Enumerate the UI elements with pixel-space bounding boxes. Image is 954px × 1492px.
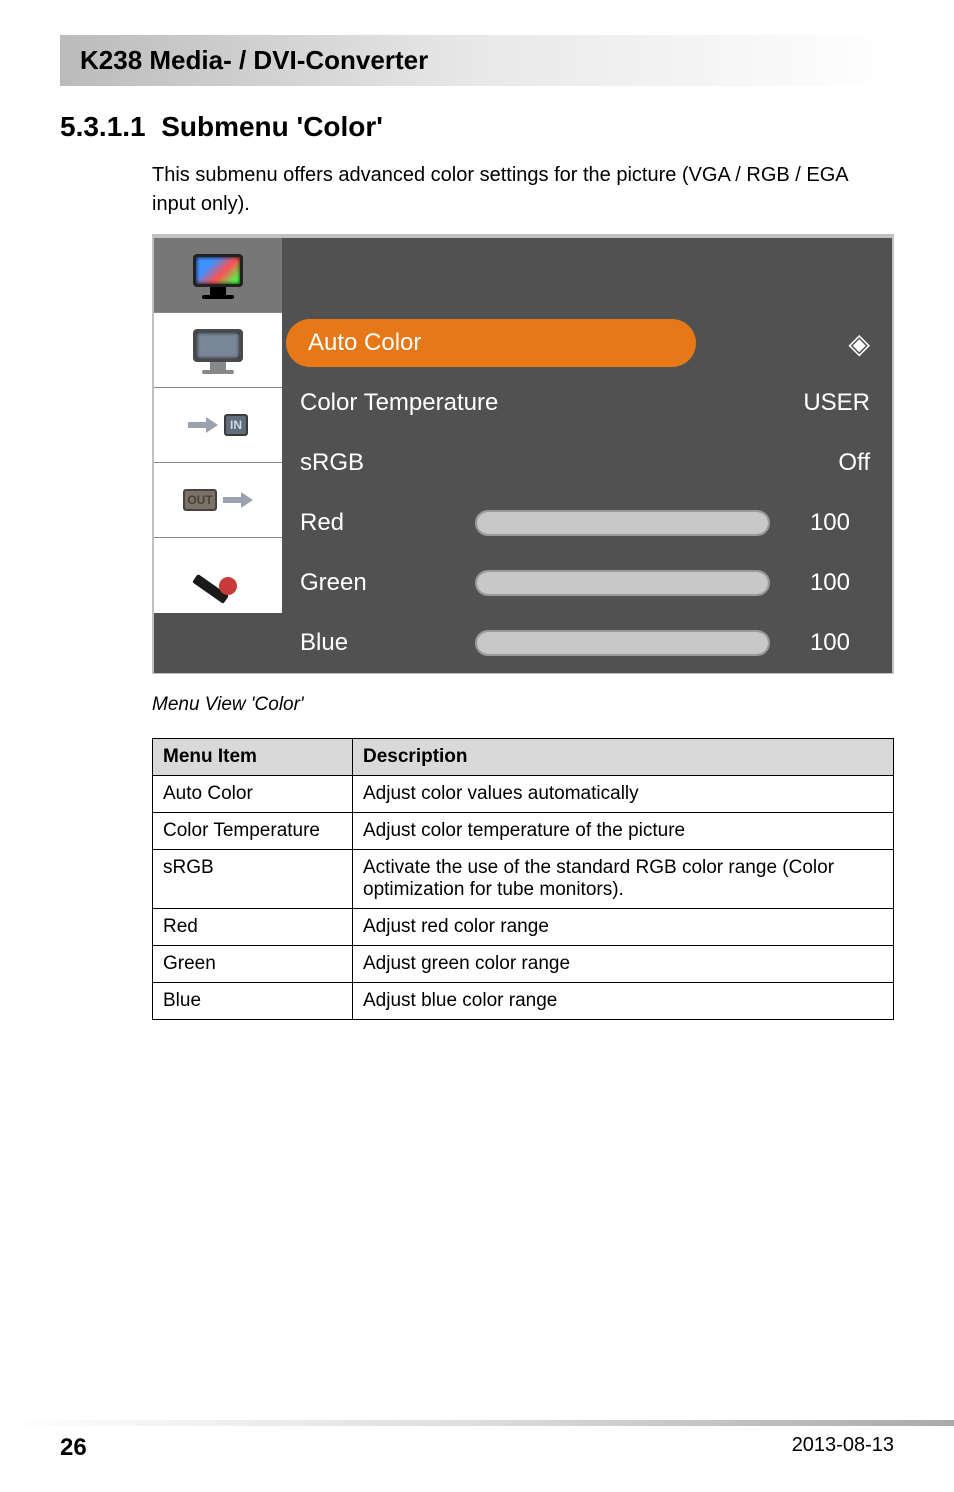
header-bar: K238 Media- / DVI-Converter	[60, 35, 894, 86]
td-desc: Adjust green color range	[353, 946, 894, 983]
osd-row-color-temp[interactable]: Color Temperature USER	[282, 373, 892, 433]
section-number: 5.3.1.1	[60, 111, 146, 142]
table-row: Red Adjust red color range	[153, 909, 894, 946]
osd-color-temp-label: Color Temperature	[300, 389, 770, 417]
figure-caption: Menu View 'Color'	[152, 694, 894, 716]
osd-row-blue[interactable]: Blue 100	[282, 613, 892, 673]
td-desc: Adjust color values automatically	[353, 776, 894, 813]
section-title: Submenu 'Color'	[161, 111, 383, 142]
td-desc: Adjust color temperature of the picture	[353, 813, 894, 850]
osd-tab-tools[interactable]	[154, 538, 282, 613]
osd-tab-color[interactable]	[154, 238, 282, 313]
osd-row-srgb[interactable]: sRGB Off	[282, 433, 892, 493]
out-badge: OUT	[183, 489, 216, 511]
table-row: sRGB Activate the use of the standard RG…	[153, 850, 894, 909]
table-header-row: Menu Item Description	[153, 739, 894, 776]
td-desc: Adjust blue color range	[353, 983, 894, 1020]
td-desc: Adjust red color range	[353, 909, 894, 946]
table-row: Blue Adjust blue color range	[153, 983, 894, 1020]
intro-text: This submenu offers advanced color setti…	[152, 161, 894, 219]
table-row: Green Adjust green color range	[153, 946, 894, 983]
osd-color-temp-value: USER	[770, 389, 870, 417]
osd-tab-output[interactable]: OUT	[154, 463, 282, 538]
blue-slider[interactable]	[475, 630, 770, 656]
td-desc: Activate the use of the standard RGB col…	[353, 850, 894, 909]
in-badge: IN	[224, 414, 248, 436]
section-heading: 5.3.1.1 Submenu 'Color'	[60, 111, 894, 143]
th-description: Description	[353, 739, 894, 776]
osd-row-red[interactable]: Red 100	[282, 493, 892, 553]
osd-tab-input[interactable]: IN	[154, 388, 282, 463]
osd-auto-color-label: Auto Color	[308, 329, 421, 357]
monitor-gray-icon	[193, 329, 243, 371]
th-menu-item: Menu Item	[153, 739, 353, 776]
diamond-icon: ◈	[770, 327, 870, 360]
osd-blue-label: Blue	[300, 629, 455, 657]
td-item: Color Temperature	[153, 813, 353, 850]
page-number: 26	[60, 1434, 87, 1462]
table-row: Auto Color Adjust color values automatic…	[153, 776, 894, 813]
osd-main-panel: Auto Color ◈ Color Temperature USER sRGB…	[282, 238, 892, 673]
osd-menu: IN OUT Auto Color ◈	[152, 234, 894, 674]
arrow-out-icon: OUT	[183, 489, 252, 511]
osd-tab-display[interactable]	[154, 313, 282, 388]
osd-red-value: 100	[790, 509, 850, 537]
description-table: Menu Item Description Auto Color Adjust …	[152, 738, 894, 1020]
green-slider[interactable]	[475, 570, 770, 596]
red-slider[interactable]	[475, 510, 770, 536]
table-row: Color Temperature Adjust color temperatu…	[153, 813, 894, 850]
td-item: Blue	[153, 983, 353, 1020]
osd-row-auto-color[interactable]: Auto Color ◈	[282, 313, 892, 373]
footer: 26 2013-08-13	[0, 1426, 954, 1492]
osd-sidebar: IN OUT	[154, 238, 282, 673]
osd-srgb-label: sRGB	[300, 449, 770, 477]
td-item: sRGB	[153, 850, 353, 909]
td-item: Red	[153, 909, 353, 946]
arrow-in-icon: IN	[188, 414, 248, 436]
page-title: K238 Media- / DVI-Converter	[80, 45, 874, 76]
osd-srgb-value: Off	[770, 449, 870, 477]
td-item: Green	[153, 946, 353, 983]
osd-blue-value: 100	[790, 629, 850, 657]
td-item: Auto Color	[153, 776, 353, 813]
osd-green-label: Green	[300, 569, 455, 597]
osd-green-value: 100	[790, 569, 850, 597]
footer-date: 2013-08-13	[792, 1434, 894, 1462]
monitor-color-icon	[193, 254, 243, 296]
osd-red-label: Red	[300, 509, 455, 537]
osd-row-green[interactable]: Green 100	[282, 553, 892, 613]
wrench-icon	[193, 551, 243, 601]
